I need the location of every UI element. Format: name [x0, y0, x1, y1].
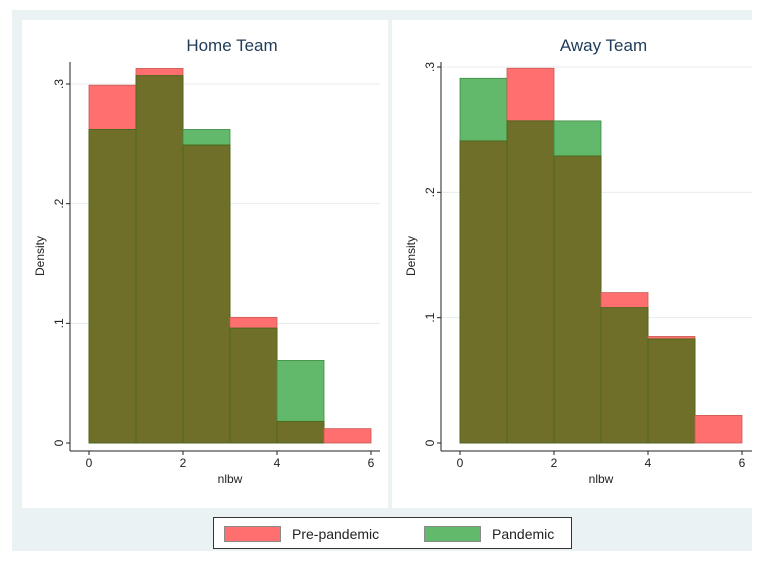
legend-swatch-pandemic [424, 526, 481, 542]
y-tick-label-away: .1 [423, 312, 437, 322]
bar-overlap-away [506, 120, 555, 444]
bar-overlap-home [135, 75, 184, 444]
bar-pandemic-home [276, 360, 325, 422]
legend-item-pandemic: Pandemic [424, 525, 554, 543]
x-tick-label-away: 0 [457, 456, 464, 470]
x-tick-label-away: 6 [739, 456, 746, 470]
y-tick-label-away: .3 [423, 62, 437, 72]
bar-pre-pandemic-home [88, 84, 137, 130]
bar-pre-pandemic-away [600, 292, 649, 309]
legend: Pre-pandemic Pandemic [213, 517, 572, 549]
bar-pre-pandemic-home [229, 316, 278, 329]
legend-label-pre-pandemic: Pre-pandemic [292, 526, 380, 542]
bar-overlap-home [88, 128, 137, 444]
bar-overlap-away [553, 155, 602, 444]
chart-title-away: Away Team [560, 36, 647, 55]
bar-overlap-away [600, 307, 649, 444]
x-tick-label-home: 0 [86, 456, 93, 470]
x-tick-label-home: 4 [274, 456, 281, 470]
x-axis-label-away: nlbw [589, 472, 614, 486]
y-axis-label-home: Density [33, 236, 47, 276]
bar-pandemic-home [182, 129, 231, 146]
y-tick-label-away: .2 [423, 187, 437, 197]
bar-overlap-home [229, 327, 278, 444]
bar-pandemic-away [459, 77, 508, 142]
bar-overlap-home [182, 144, 231, 444]
x-axis-label-home: nlbw [218, 472, 243, 486]
chart-title-home: Home Team [186, 36, 277, 55]
y-tick-label-home: .3 [52, 79, 66, 89]
bar-overlap-home [276, 420, 325, 444]
bar-pre-pandemic-away [694, 415, 743, 444]
y-tick-label-home: .2 [52, 198, 66, 208]
x-tick-label-home: 2 [180, 456, 187, 470]
bar-pre-pandemic-home [323, 428, 372, 444]
x-tick-label-home: 6 [368, 456, 375, 470]
legend-swatch-pre-pandemic [224, 526, 281, 542]
bar-overlap-away [459, 140, 508, 444]
x-tick-label-away: 4 [645, 456, 652, 470]
bar-pandemic-away [553, 120, 602, 157]
y-axis-label-away: Density [404, 236, 418, 276]
bar-pre-pandemic-home [135, 68, 184, 77]
y-tick-label-home: .1 [52, 318, 66, 328]
y-tick-label-home: 0 [52, 439, 66, 446]
y-tick-label-away: 0 [423, 439, 437, 446]
bar-pre-pandemic-away [506, 67, 555, 122]
legend-label-pandemic: Pandemic [492, 526, 555, 542]
bar-overlap-away [647, 338, 696, 444]
x-tick-label-away: 2 [551, 456, 558, 470]
legend-item-pre-pandemic: Pre-pandemic [224, 525, 379, 543]
